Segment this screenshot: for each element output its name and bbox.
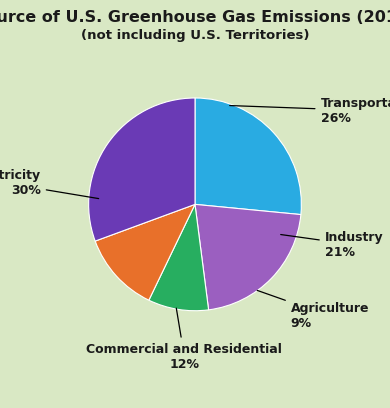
- Text: Electricity
30%: Electricity 30%: [0, 169, 99, 199]
- Wedge shape: [195, 98, 301, 215]
- Text: (not including U.S. Territories): (not including U.S. Territories): [81, 29, 309, 42]
- Wedge shape: [149, 204, 209, 311]
- Text: Transportation
26%: Transportation 26%: [230, 97, 390, 125]
- Text: Industry
21%: Industry 21%: [281, 231, 383, 259]
- Wedge shape: [195, 204, 301, 310]
- Text: Source of U.S. Greenhouse Gas Emissions (2014): Source of U.S. Greenhouse Gas Emissions …: [0, 10, 390, 25]
- Text: Commercial and Residential
12%: Commercial and Residential 12%: [87, 308, 282, 370]
- Wedge shape: [89, 98, 195, 241]
- Wedge shape: [95, 204, 195, 300]
- Text: Agriculture
9%: Agriculture 9%: [257, 290, 369, 330]
